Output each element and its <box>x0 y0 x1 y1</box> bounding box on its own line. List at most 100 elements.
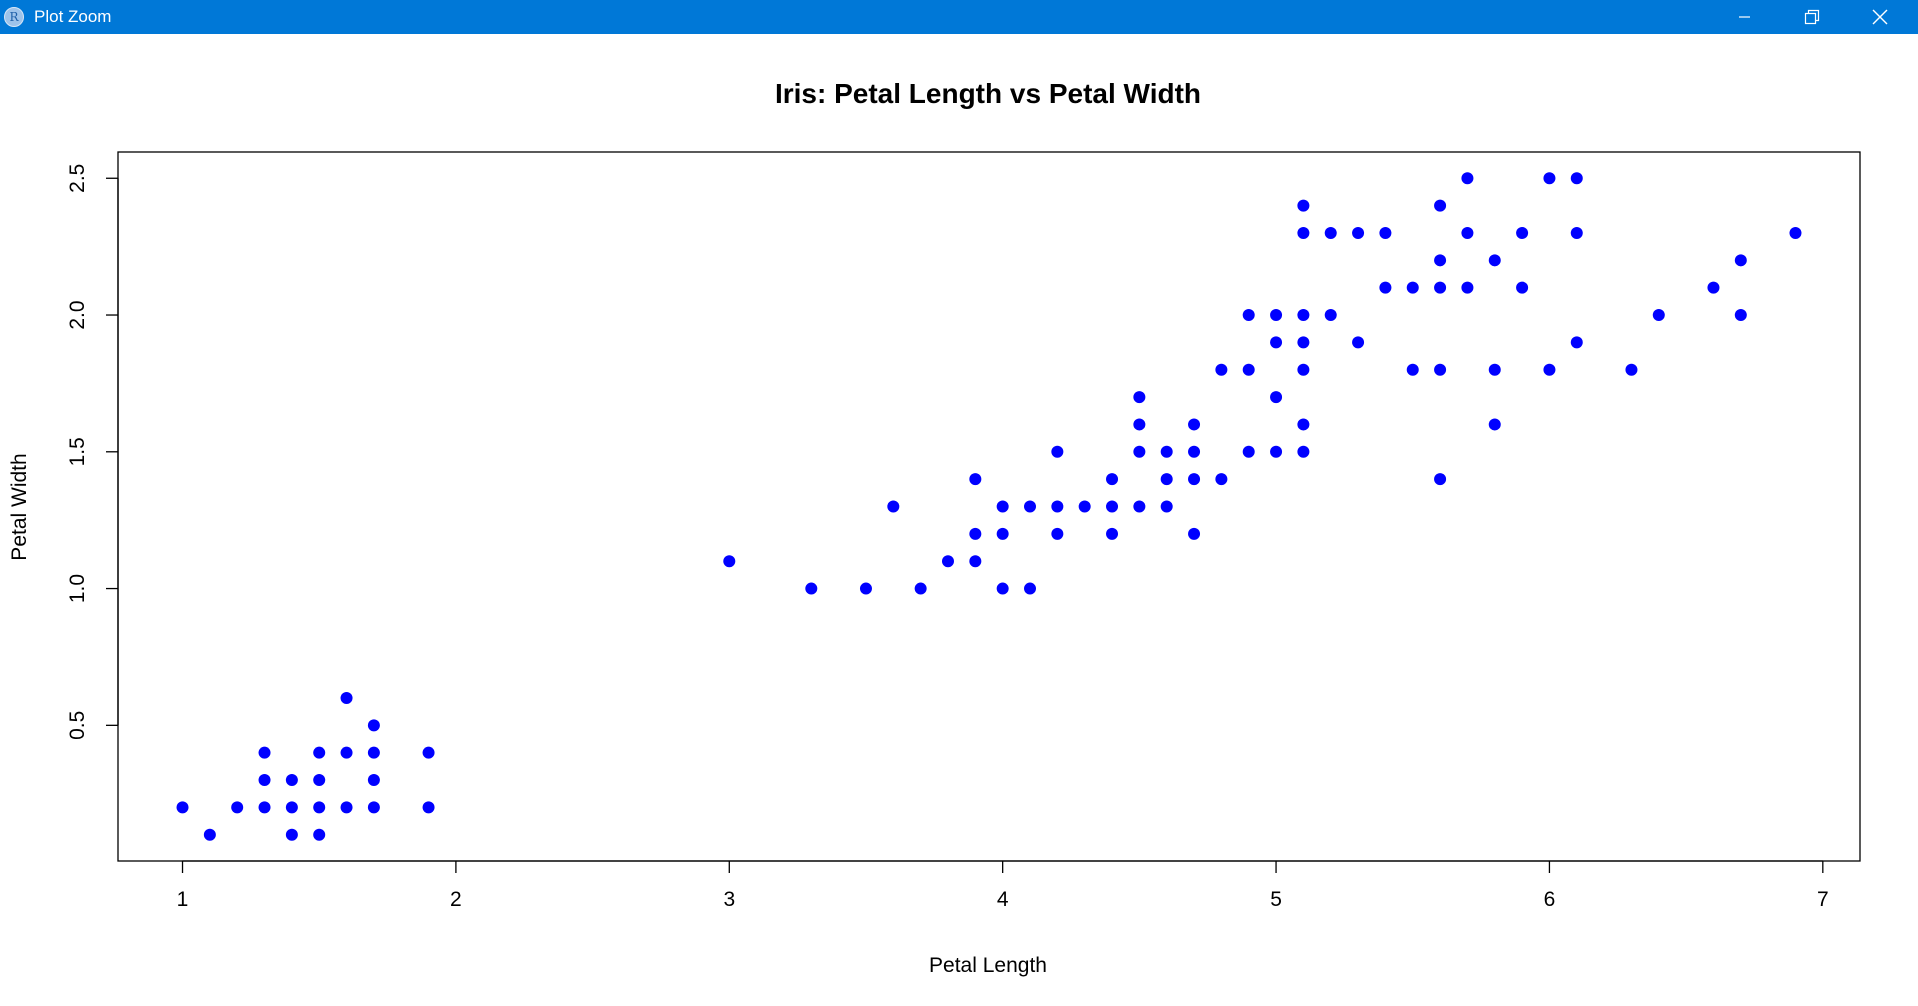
plot-area: Iris: Petal Length vs Petal Width 1 2 3 4 5 6… <box>0 34 1918 1006</box>
x-axis: 1 2 3 4 5 6 7 <box>177 860 1829 911</box>
data-point <box>1570 336 1583 349</box>
data-point <box>285 774 298 787</box>
data-point <box>285 801 298 814</box>
data-point <box>1570 172 1583 185</box>
data-point <box>1242 445 1255 458</box>
data-point <box>1215 473 1228 486</box>
data-point <box>1051 527 1064 540</box>
data-point <box>1434 473 1447 486</box>
data-point <box>1434 363 1447 376</box>
data-point <box>258 774 271 787</box>
data-point <box>1324 309 1337 322</box>
data-point <box>1625 363 1638 376</box>
data-point <box>1488 363 1501 376</box>
data-points <box>176 172 1802 841</box>
data-point <box>340 746 353 759</box>
data-point <box>1734 254 1747 267</box>
data-point <box>805 582 818 595</box>
chart-title: Iris: Petal Length vs Petal Width <box>775 78 1201 109</box>
y-tick-label: 1.5 <box>66 437 89 466</box>
data-point <box>1516 226 1529 239</box>
data-point <box>367 801 380 814</box>
data-point <box>1106 500 1119 513</box>
data-point <box>1352 336 1365 349</box>
data-point <box>996 582 1009 595</box>
data-point <box>1324 226 1337 239</box>
data-point <box>859 582 872 595</box>
data-point <box>996 527 1009 540</box>
data-point <box>313 774 326 787</box>
close-button[interactable] <box>1846 0 1914 34</box>
data-point <box>1297 199 1310 212</box>
data-point <box>1297 336 1310 349</box>
data-point <box>285 828 298 841</box>
data-point <box>887 500 900 513</box>
data-point <box>914 582 927 595</box>
data-point <box>1270 445 1283 458</box>
restore-button[interactable] <box>1778 0 1846 34</box>
title-bar[interactable]: R Plot Zoom <box>0 0 1918 34</box>
data-point <box>1734 309 1747 322</box>
minimize-icon <box>1739 16 1750 18</box>
data-point <box>367 746 380 759</box>
data-point <box>1352 226 1365 239</box>
data-point <box>367 774 380 787</box>
data-point <box>1297 418 1310 431</box>
data-point <box>1242 363 1255 376</box>
x-tick-label: 4 <box>997 888 1009 911</box>
data-point <box>1434 199 1447 212</box>
x-tick-label: 3 <box>723 888 735 911</box>
r-logo-icon: R <box>4 7 24 27</box>
data-point <box>1188 418 1201 431</box>
data-point <box>1133 418 1146 431</box>
data-point <box>422 746 435 759</box>
data-point <box>313 828 326 841</box>
data-point <box>1133 391 1146 404</box>
data-point <box>1106 473 1119 486</box>
y-tick-label: 2.5 <box>66 164 89 193</box>
data-point <box>1379 281 1392 294</box>
data-point <box>1024 582 1037 595</box>
x-tick-label: 5 <box>1270 888 1282 911</box>
data-point <box>1051 500 1064 513</box>
data-point <box>313 746 326 759</box>
x-axis-label: Petal Length <box>929 954 1047 977</box>
data-point <box>1434 254 1447 267</box>
data-point <box>422 801 435 814</box>
data-point <box>1461 226 1474 239</box>
data-point <box>1543 363 1556 376</box>
data-point <box>1106 527 1119 540</box>
data-point <box>1270 309 1283 322</box>
data-point <box>996 500 1009 513</box>
data-point <box>1188 473 1201 486</box>
data-point <box>1160 500 1173 513</box>
data-point <box>258 746 271 759</box>
data-point <box>1379 226 1392 239</box>
data-point <box>1078 500 1091 513</box>
data-point <box>1406 363 1419 376</box>
data-point <box>723 555 736 568</box>
data-point <box>1051 445 1064 458</box>
data-point <box>1160 445 1173 458</box>
data-point <box>969 527 982 540</box>
data-point <box>1461 281 1474 294</box>
data-point <box>1160 473 1173 486</box>
data-point <box>1188 445 1201 458</box>
restore-icon <box>1804 9 1820 25</box>
data-point <box>1188 527 1201 540</box>
y-tick-label: 2.0 <box>66 300 89 329</box>
data-point <box>1488 254 1501 267</box>
y-axis-label: Petal Width <box>8 453 31 560</box>
y-axis: 0.5 1.0 1.5 2.0 2.5 <box>66 164 119 740</box>
minimize-button[interactable] <box>1710 0 1778 34</box>
scatter-plot: Iris: Petal Length vs Petal Width 1 2 3 4 5 6… <box>8 78 1861 977</box>
data-point <box>941 555 954 568</box>
x-tick-label: 6 <box>1544 888 1556 911</box>
data-point <box>1270 391 1283 404</box>
app-icon-letter: R <box>9 10 19 24</box>
data-point <box>1434 281 1447 294</box>
data-point <box>1215 363 1228 376</box>
data-point <box>1297 363 1310 376</box>
data-point <box>340 691 353 704</box>
data-point <box>1652 309 1665 322</box>
